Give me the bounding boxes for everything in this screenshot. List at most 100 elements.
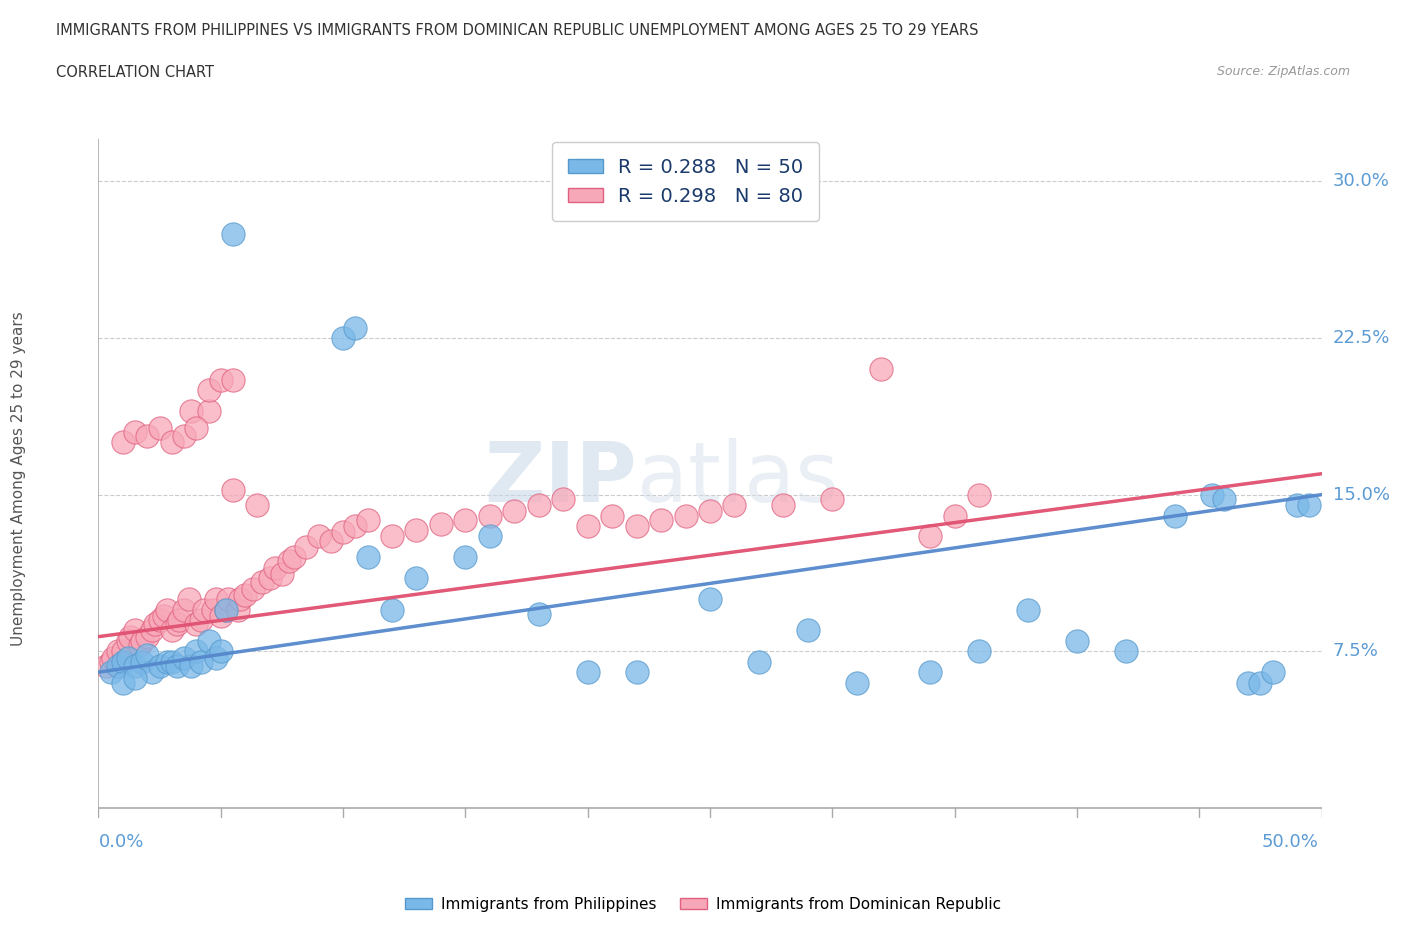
- Point: [180, 404, 202, 418]
- Point: [319, 533, 342, 548]
- Point: [124, 671, 146, 686]
- Point: [177, 591, 200, 606]
- Point: [1212, 491, 1234, 506]
- Point: [626, 665, 648, 680]
- Point: [214, 602, 236, 617]
- Point: [626, 519, 648, 534]
- Point: [180, 658, 202, 673]
- Point: [405, 571, 427, 586]
- Text: 0.0%: 0.0%: [98, 832, 143, 851]
- Point: [723, 498, 745, 512]
- Legend: R = 0.288   N = 50, R = 0.298   N = 80: R = 0.288 N = 50, R = 0.298 N = 80: [553, 142, 818, 221]
- Point: [226, 602, 249, 617]
- Point: [173, 602, 195, 617]
- Point: [553, 491, 575, 506]
- Text: 30.0%: 30.0%: [1333, 172, 1389, 191]
- Point: [131, 655, 153, 670]
- Point: [111, 644, 134, 658]
- Point: [186, 644, 208, 658]
- Point: [920, 529, 942, 544]
- Point: [229, 591, 252, 606]
- Point: [1017, 602, 1039, 617]
- Point: [166, 658, 188, 673]
- Point: [141, 623, 163, 638]
- Point: [101, 650, 124, 665]
- Text: Source: ZipAtlas.com: Source: ZipAtlas.com: [1216, 65, 1350, 78]
- Text: 22.5%: 22.5%: [1333, 329, 1391, 347]
- Point: [136, 648, 159, 663]
- Point: [344, 519, 367, 534]
- Point: [356, 550, 378, 565]
- Point: [405, 523, 427, 538]
- Point: [156, 602, 179, 617]
- Point: [1261, 665, 1284, 680]
- Point: [209, 608, 232, 623]
- Point: [160, 655, 183, 670]
- Point: [153, 608, 176, 623]
- Point: [205, 650, 228, 665]
- Point: [478, 508, 501, 523]
- Point: [252, 575, 274, 590]
- Point: [186, 617, 208, 631]
- Point: [242, 581, 264, 596]
- Point: [576, 519, 599, 534]
- Point: [1249, 675, 1271, 690]
- Point: [295, 539, 318, 554]
- Point: [699, 504, 721, 519]
- Point: [107, 658, 129, 673]
- Point: [600, 508, 623, 523]
- Point: [527, 498, 550, 512]
- Point: [117, 650, 139, 665]
- Point: [100, 655, 122, 670]
- Point: [173, 429, 195, 444]
- Point: [166, 617, 188, 631]
- Point: [222, 483, 245, 498]
- Point: [124, 623, 146, 638]
- Text: CORRELATION CHART: CORRELATION CHART: [56, 65, 214, 80]
- Point: [527, 606, 550, 621]
- Point: [675, 508, 697, 523]
- Point: [967, 644, 990, 658]
- Point: [233, 588, 256, 603]
- Point: [214, 602, 236, 617]
- Text: Unemployment Among Ages 25 to 29 years: Unemployment Among Ages 25 to 29 years: [11, 312, 27, 646]
- Point: [124, 658, 146, 673]
- Point: [308, 529, 330, 544]
- Point: [1164, 508, 1187, 523]
- Point: [356, 512, 378, 527]
- Point: [845, 675, 868, 690]
- Point: [1298, 498, 1320, 512]
- Text: 7.5%: 7.5%: [1333, 643, 1379, 660]
- Point: [381, 602, 404, 617]
- Point: [111, 655, 134, 670]
- Point: [209, 372, 232, 387]
- Point: [117, 633, 139, 648]
- Point: [278, 554, 301, 569]
- Point: [205, 591, 228, 606]
- Point: [149, 613, 172, 628]
- Point: [111, 435, 134, 450]
- Point: [197, 383, 219, 398]
- Point: [222, 226, 245, 241]
- Point: [141, 665, 163, 680]
- Point: [186, 420, 208, 435]
- Point: [222, 372, 245, 387]
- Point: [454, 550, 477, 565]
- Point: [1237, 675, 1260, 690]
- Point: [193, 602, 215, 617]
- Point: [478, 529, 501, 544]
- Text: 15.0%: 15.0%: [1333, 485, 1389, 504]
- Point: [1115, 644, 1137, 658]
- Point: [870, 362, 893, 377]
- Point: [381, 529, 404, 544]
- Point: [332, 330, 354, 345]
- Point: [156, 655, 179, 670]
- Point: [943, 508, 966, 523]
- Point: [967, 487, 990, 502]
- Point: [283, 550, 305, 565]
- Point: [797, 623, 820, 638]
- Point: [430, 516, 453, 531]
- Point: [143, 617, 166, 631]
- Point: [1201, 487, 1223, 502]
- Point: [821, 491, 844, 506]
